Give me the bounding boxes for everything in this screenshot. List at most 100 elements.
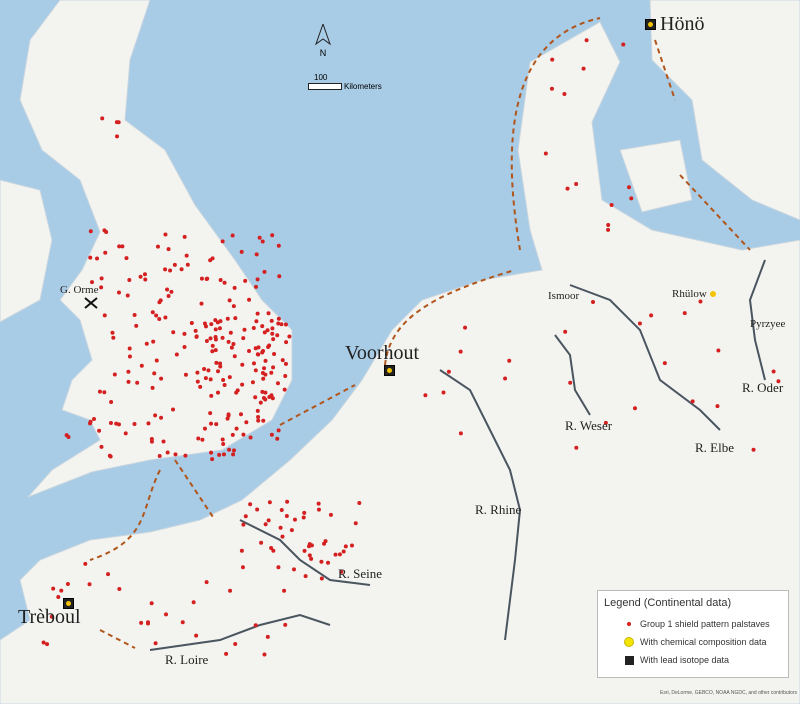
find-spot-dot [262, 366, 267, 371]
find-spot-dot [248, 435, 253, 440]
find-spot-dot [621, 42, 626, 47]
river-seine [239, 519, 371, 586]
find-spot-dot [563, 329, 568, 334]
find-spot-dot [222, 382, 227, 387]
find-spot-dot [716, 348, 721, 353]
find-spot-dot [229, 345, 234, 350]
find-spot-dot [241, 432, 246, 437]
find-spot-dot [261, 349, 266, 354]
find-spot-dot [254, 284, 259, 289]
find-spot-dot [116, 120, 121, 125]
find-spot-dot [154, 313, 159, 318]
find-spot-dot [220, 335, 225, 340]
find-spot-dot [166, 247, 171, 252]
find-spot-dot [214, 422, 219, 427]
find-spot-dot [205, 276, 210, 281]
find-spot-dot [208, 411, 213, 416]
find-spot-dot [66, 434, 71, 439]
find-spot-dot [88, 255, 93, 260]
find-spot-dot [103, 250, 108, 255]
site-marker-treboul[interactable] [63, 598, 74, 609]
find-spot-dot [251, 361, 256, 366]
find-spot-dot [202, 426, 207, 431]
chemical-data-marker [710, 291, 716, 297]
find-spot-dot [170, 407, 175, 412]
find-spot-dot [258, 400, 263, 405]
find-spot-dot [213, 327, 218, 332]
find-spot-dot [173, 452, 178, 457]
site-marker-hono[interactable] [645, 19, 656, 30]
find-spot-dot [227, 375, 232, 380]
find-spot-dot [441, 390, 446, 395]
danish-islands [619, 139, 693, 213]
find-spot-dot [263, 390, 268, 395]
find-spot-dot [146, 421, 151, 426]
find-spot-dot [208, 336, 213, 341]
find-spot-dot [217, 326, 222, 331]
find-spot-dot [199, 276, 204, 281]
find-spot-dot [353, 521, 358, 526]
find-spot-dot [185, 262, 190, 267]
find-spot-dot [262, 652, 267, 657]
find-spot-dot [257, 235, 262, 240]
find-spot-dot [109, 400, 114, 405]
find-spot-dot [282, 588, 287, 593]
find-spot-dot [149, 601, 154, 606]
find-spot-dot [256, 418, 261, 423]
find-spot-dot [269, 318, 274, 323]
find-spot-dot [210, 349, 215, 354]
find-spot-dot [218, 361, 223, 366]
find-spot-dot [102, 390, 107, 395]
find-spot-dot [221, 442, 226, 447]
find-spot-dot [189, 321, 194, 326]
find-spot-dot [232, 354, 237, 359]
find-spot-dot [253, 368, 258, 373]
find-spot-dot [649, 313, 654, 318]
find-spot-dot [266, 518, 271, 523]
find-spot-dot [255, 408, 260, 413]
find-spot-dot [145, 620, 150, 625]
find-spot-dot [161, 439, 166, 444]
find-spot-dot [292, 567, 297, 572]
find-spot-dot [270, 331, 275, 336]
find-spot-dot [151, 339, 156, 344]
find-spot-dot [198, 384, 203, 389]
find-spot-dot [260, 239, 265, 244]
find-spot-dot [463, 325, 468, 330]
label-river-loire: R. Loire [165, 652, 209, 667]
site-marker-voorhout[interactable] [384, 365, 395, 376]
find-spot-dot [341, 549, 346, 554]
find-spot-dot [139, 363, 144, 368]
find-spot-dot [110, 330, 115, 335]
find-spot-dot [267, 394, 272, 399]
find-spot-dot [157, 454, 162, 459]
find-spot-dot [568, 380, 573, 385]
find-spot-dot [163, 232, 168, 237]
legend: Legend (Continental data) Group 1 shield… [597, 590, 789, 678]
find-spot-dot [153, 413, 158, 418]
find-spot-dot [116, 290, 121, 295]
find-spot-dot [191, 600, 196, 605]
find-spot-dot [49, 614, 54, 619]
find-spot-dot [227, 298, 232, 303]
find-spot-dot [271, 337, 276, 342]
find-spot-dot [278, 525, 283, 530]
find-spot-dot [231, 304, 236, 309]
river-weser [554, 334, 591, 416]
find-spot-dot [218, 364, 223, 369]
find-spot-dot [194, 633, 199, 638]
find-spot-dot [142, 272, 147, 277]
find-spot-dot [182, 234, 187, 239]
find-spot-dot [574, 445, 579, 450]
find-spot-dot [574, 181, 579, 186]
find-spot-dot [222, 280, 227, 285]
legend-item: With lead isotope data [598, 651, 788, 669]
find-spot-dot [241, 522, 246, 527]
legend-title: Legend (Continental data) [604, 597, 732, 609]
find-spot-dot [163, 315, 168, 320]
find-spot-dot [270, 326, 275, 331]
find-spot-dot [106, 572, 111, 577]
route-treboul-loire [99, 629, 136, 649]
